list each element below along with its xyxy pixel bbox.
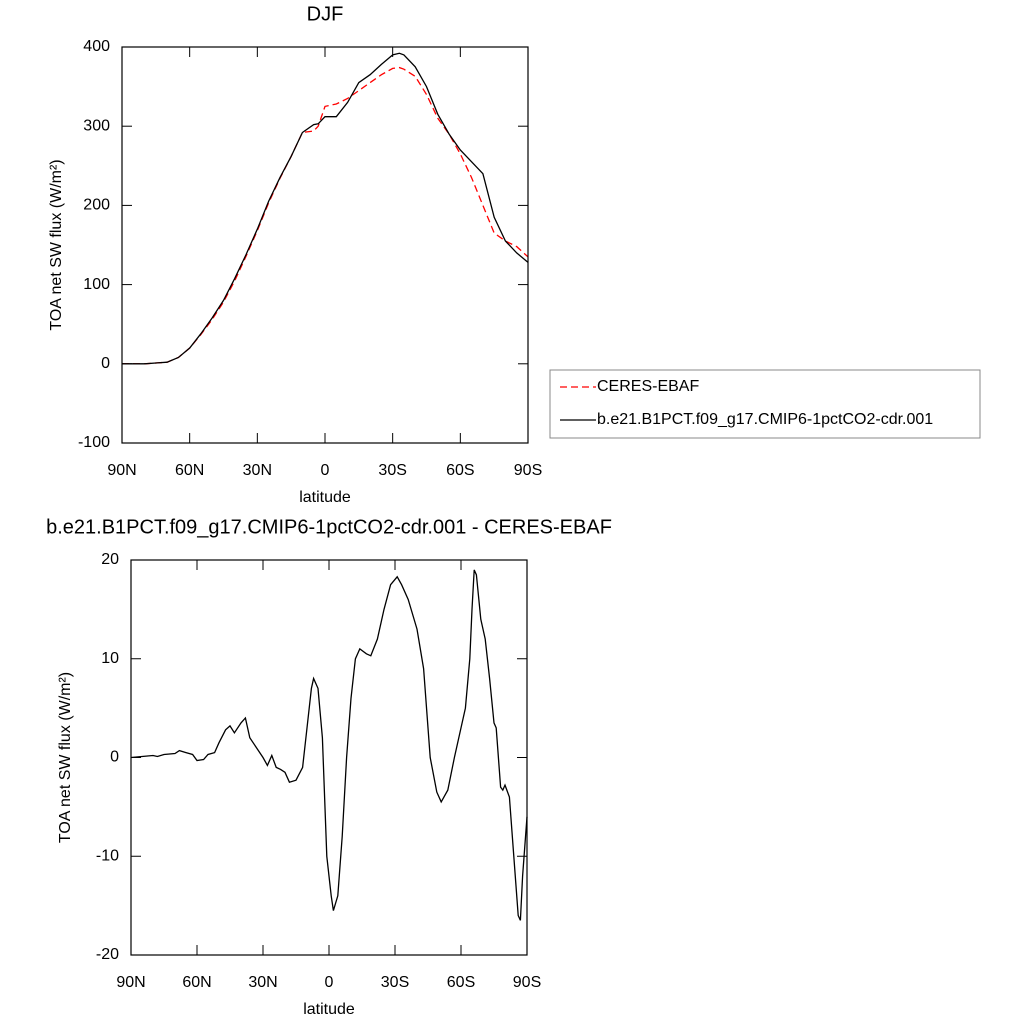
- x-tick-label: 0: [325, 974, 334, 991]
- y-tick-label: 200: [83, 197, 110, 214]
- y-axis-label: TOA net SW flux (W/m²): [48, 159, 65, 330]
- x-tick-label: 90N: [107, 462, 136, 479]
- y-tick-label: 0: [110, 749, 119, 766]
- legend-label: CERES-EBAF: [597, 378, 699, 395]
- x-tick-label: 30N: [248, 974, 277, 991]
- x-tick-label: 60S: [447, 974, 475, 991]
- legend-label: b.e21.B1PCT.f09_g17.CMIP6-1pctCO2-cdr.00…: [597, 411, 933, 428]
- y-tick-label: 0: [101, 355, 110, 372]
- x-tick-label: 30S: [378, 462, 406, 479]
- x-tick-label: 60N: [175, 462, 204, 479]
- y-tick-label: 400: [83, 38, 110, 55]
- data-line: [130, 569, 528, 921]
- y-tick-label: -100: [78, 434, 110, 451]
- x-tick-label: 90N: [116, 974, 145, 991]
- x-axis-label: latitude: [299, 489, 351, 506]
- data-line: [122, 66, 529, 365]
- chart-title: DJF: [307, 3, 344, 25]
- y-axis-label: TOA net SW flux (W/m²): [57, 672, 74, 843]
- legend-box: [549, 369, 981, 439]
- x-axis-label: latitude: [303, 1001, 355, 1018]
- y-tick-label: 100: [83, 276, 110, 293]
- x-tick-label: 90S: [513, 974, 541, 991]
- data-line: [122, 52, 529, 365]
- x-tick-label: 30N: [243, 462, 272, 479]
- y-tick-label: 300: [83, 117, 110, 134]
- y-tick-label: -10: [96, 847, 119, 864]
- y-tick-label: 20: [101, 551, 119, 568]
- y-tick-label: -20: [96, 946, 119, 963]
- chart-title: b.e21.B1PCT.f09_g17.CMIP6-1pctCO2-cdr.00…: [46, 516, 612, 538]
- y-tick-label: 10: [101, 650, 119, 667]
- plot-frame: [130, 559, 528, 956]
- plot-frame: [121, 46, 529, 444]
- x-tick-label: 90S: [514, 462, 542, 479]
- x-tick-label: 0: [321, 462, 330, 479]
- x-tick-label: 60N: [182, 974, 211, 991]
- x-tick-label: 60S: [446, 462, 474, 479]
- x-tick-label: 30S: [381, 974, 409, 991]
